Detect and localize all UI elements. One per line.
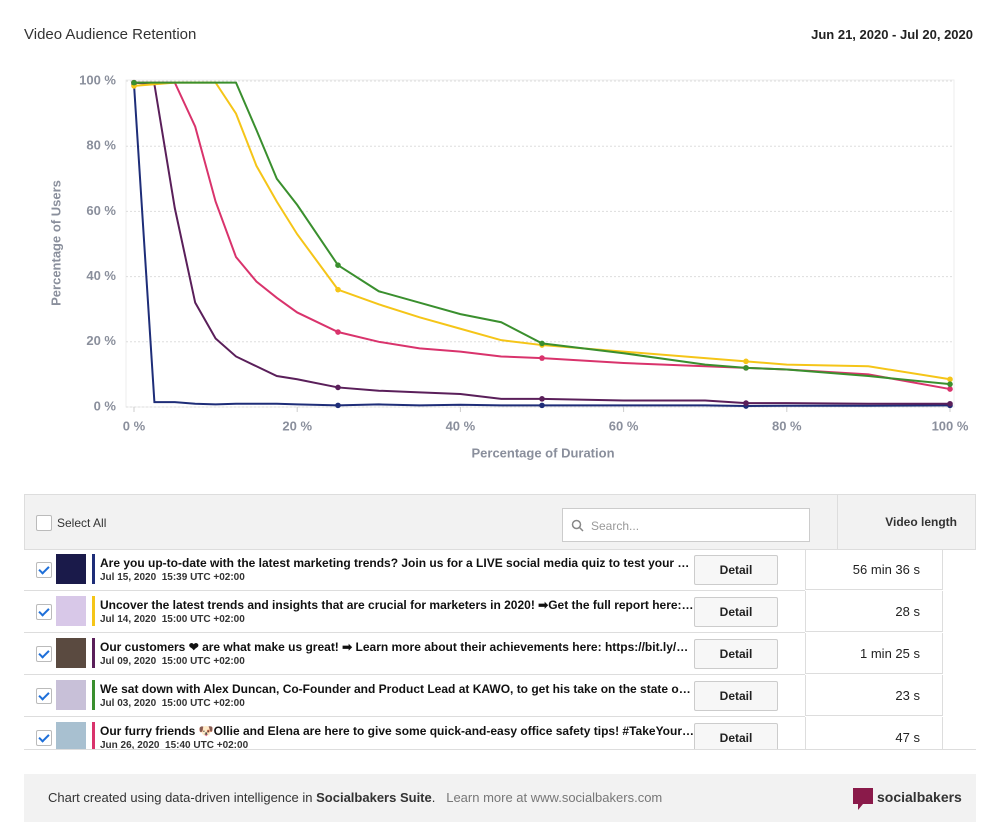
row-separator: [24, 716, 805, 717]
y-tick-label: 20 %: [86, 333, 116, 348]
color-bar: [92, 722, 95, 749]
table-row: Are you up-to-date with the latest marke…: [24, 549, 976, 591]
series-point: [335, 384, 341, 391]
thumbnail: [56, 554, 86, 584]
video-length: 47 s: [805, 717, 943, 749]
series-point: [335, 402, 341, 409]
thumbnail: [56, 722, 86, 749]
logo-icon: [853, 788, 873, 810]
table-row: Our furry friends 🐶Ollie and Elena are h…: [24, 717, 976, 750]
y-tick-label: 100 %: [79, 72, 116, 87]
series-point: [539, 396, 545, 402]
row-separator: [24, 632, 805, 633]
post-title: We sat down with Alex Duncan, Co-Founder…: [100, 682, 691, 696]
table-row: Uncover the latest trends and insights t…: [24, 591, 976, 633]
row-separator: [24, 590, 805, 591]
table-row: We sat down with Alex Duncan, Co-Founder…: [24, 675, 976, 717]
series-line: [133, 84, 951, 408]
search-box[interactable]: Search...: [562, 508, 810, 542]
video-length: 23 s: [805, 675, 943, 716]
row-checkbox[interactable]: [36, 562, 52, 578]
logo-text: socialbakers: [877, 789, 962, 805]
select-all-checkbox[interactable]: [36, 515, 52, 531]
video-length: 56 min 36 s: [805, 549, 943, 590]
y-tick-label: 60 %: [86, 203, 116, 218]
series-line: [133, 81, 951, 381]
color-bar: [92, 680, 95, 710]
post-date: Jul 14, 2020 15:00 UTC +02:00: [100, 614, 245, 625]
series-point: [539, 402, 545, 409]
row-checkbox[interactable]: [36, 646, 52, 662]
footer-text: Chart created using data-driven intellig…: [48, 790, 313, 805]
x-tick-label: 60 %: [609, 418, 639, 433]
detail-button[interactable]: Detail: [694, 723, 778, 749]
row-checkbox[interactable]: [36, 604, 52, 620]
table-row: Our customers ❤ are what make us great! …: [24, 633, 976, 675]
post-date: Jun 26, 2020 15:40 UTC +02:00: [100, 740, 249, 750]
footer: Chart created using data-driven intellig…: [24, 774, 976, 822]
footer-line: Chart created using data-driven intellig…: [48, 790, 662, 805]
detail-button[interactable]: Detail: [694, 555, 778, 585]
detail-button[interactable]: Detail: [694, 597, 778, 627]
row-separator: [24, 674, 805, 675]
post-date: Jul 09, 2020 15:00 UTC +02:00: [100, 656, 245, 667]
table-body: Are you up-to-date with the latest marke…: [24, 549, 976, 750]
series-point: [131, 79, 137, 86]
x-tick-label: 0 %: [123, 418, 146, 433]
series-point: [335, 329, 341, 335]
series-point: [743, 358, 749, 365]
select-all-label[interactable]: Select All: [57, 516, 107, 530]
footer-suite: Socialbakers Suite: [316, 790, 432, 805]
post-title: Our customers ❤ are what make us great! …: [100, 640, 689, 654]
series-point: [947, 376, 953, 383]
series-point: [743, 365, 749, 371]
y-tick-label: 40 %: [86, 268, 116, 283]
series-line: [133, 81, 950, 405]
search-placeholder: Search...: [591, 519, 640, 533]
post-title: Our furry friends 🐶Ollie and Elena are h…: [100, 724, 695, 738]
series-line: [134, 81, 951, 386]
color-bar: [92, 596, 95, 626]
video-length: 28 s: [805, 591, 943, 632]
x-tick-label: 100 %: [932, 418, 969, 433]
x-tick-label: 40 %: [446, 418, 476, 433]
post-date: Jul 03, 2020 15:00 UTC +02:00: [100, 698, 245, 709]
chart: Percentage of Duration Percentage of Use…: [48, 72, 969, 460]
detail-button[interactable]: Detail: [694, 639, 778, 669]
series-point: [947, 381, 953, 387]
series-point: [335, 286, 341, 293]
thumbnail: [56, 680, 86, 710]
x-tick-label: 20 %: [282, 418, 312, 433]
page-title: Video Audience Retention: [24, 26, 197, 43]
y-axis-label: Percentage of Users: [48, 180, 63, 306]
thumbnail: [56, 638, 86, 668]
footer-dot: .: [431, 790, 436, 805]
x-axis-label: Percentage of Duration: [471, 445, 614, 460]
series-point: [947, 386, 953, 392]
search-icon: [571, 519, 584, 532]
color-bar: [92, 638, 95, 668]
date-range[interactable]: Jun 21, 2020 - Jul 20, 2020: [811, 27, 973, 42]
series-point: [539, 340, 545, 347]
series-point: [947, 400, 953, 407]
post-title: Are you up-to-date with the latest marke…: [100, 556, 690, 570]
video-length: 1 min 25 s: [805, 633, 943, 674]
detail-button[interactable]: Detail: [694, 681, 778, 711]
row-checkbox[interactable]: [36, 688, 52, 704]
series-point: [743, 400, 749, 406]
y-tick-label: 0 %: [94, 398, 117, 413]
series-point: [539, 355, 545, 361]
thumbnail: [56, 596, 86, 626]
series-point: [335, 262, 341, 268]
post-date: Jul 15, 2020 15:39 UTC +02:00: [100, 572, 245, 583]
footer-learn[interactable]: Learn more at www.socialbakers.com: [446, 790, 663, 805]
x-tick-label: 80 %: [772, 418, 802, 433]
row-checkbox[interactable]: [36, 730, 52, 746]
color-bar: [92, 554, 95, 584]
post-title: Uncover the latest trends and insights t…: [100, 598, 694, 612]
length-header[interactable]: Video length: [837, 495, 975, 549]
table-header: Select All Search... Video length: [24, 494, 976, 550]
y-tick-label: 80 %: [86, 138, 116, 153]
